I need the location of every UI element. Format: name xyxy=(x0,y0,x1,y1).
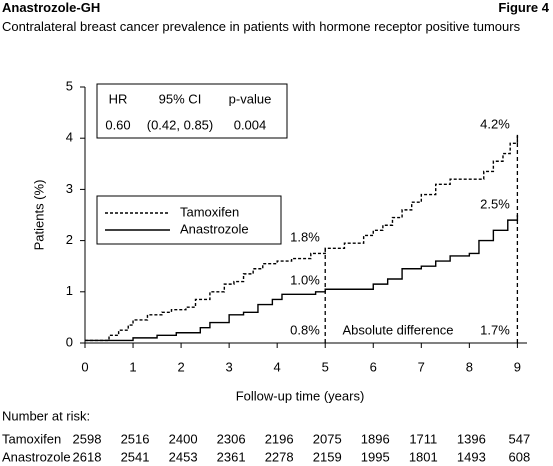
series-line xyxy=(85,133,519,342)
risk-value: 2075 xyxy=(313,431,342,446)
x-axis-label: Follow-up time (years) xyxy=(236,388,365,403)
series-line xyxy=(85,215,519,342)
risk-value: 1493 xyxy=(457,449,486,464)
annotation: 1.8% xyxy=(290,229,320,244)
risk-value: 547 xyxy=(509,431,531,446)
x-tick-label: 3 xyxy=(226,359,233,374)
y-tick-label: 0 xyxy=(66,334,73,349)
stats-value: 0.60 xyxy=(105,117,130,132)
risk-value: 2453 xyxy=(169,449,198,464)
x-tick-label: 1 xyxy=(129,359,136,374)
risk-value: 608 xyxy=(509,449,531,464)
risk-value: 1801 xyxy=(409,449,438,464)
risk-row-name: Tamoxifen xyxy=(2,431,61,446)
risk-value: 2618 xyxy=(73,449,102,464)
risk-row-name: Anastrozole xyxy=(2,449,71,464)
risk-value: 2159 xyxy=(313,449,342,464)
x-tick-label: 9 xyxy=(514,359,521,374)
risk-value: 2196 xyxy=(265,431,294,446)
annotation: 4.2% xyxy=(480,116,510,131)
risk-value: 1995 xyxy=(361,449,390,464)
y-tick-label: 1 xyxy=(66,283,73,298)
x-tick-label: 4 xyxy=(274,359,281,374)
x-tick-label: 6 xyxy=(370,359,377,374)
header-left: Anastrozole-GH xyxy=(2,0,101,15)
legend-label: Anastrozole xyxy=(180,221,249,236)
risk-value: 2598 xyxy=(73,431,102,446)
y-tick-label: 3 xyxy=(66,181,73,196)
risk-value: 2541 xyxy=(121,449,150,464)
risk-value: 1711 xyxy=(409,431,437,446)
stats-value: (0.42, 0.85) xyxy=(147,117,214,132)
y-tick-label: 2 xyxy=(66,232,73,247)
risk-value: 1396 xyxy=(457,431,486,446)
annotation: 1.7% xyxy=(480,322,510,337)
y-tick-label: 4 xyxy=(66,130,73,145)
risk-value: 2516 xyxy=(121,431,150,446)
y-axis-label: Patients (%) xyxy=(31,180,46,251)
chart-title: Contralateral breast cancer prevalence i… xyxy=(2,19,521,34)
y-tick-label: 5 xyxy=(66,78,73,93)
x-tick-label: 2 xyxy=(177,359,184,374)
risk-value: 1896 xyxy=(361,431,390,446)
risk-value: 2361 xyxy=(217,449,246,464)
stats-header: HR xyxy=(109,91,128,106)
annotation: 0.8% xyxy=(290,322,320,337)
risk-value: 2400 xyxy=(169,431,198,446)
stats-value: 0.004 xyxy=(234,117,267,132)
risk-value: 2306 xyxy=(217,431,246,446)
risk-title: Number at risk: xyxy=(2,408,90,423)
legend-box xyxy=(96,195,282,245)
header-right: Figure 4 xyxy=(498,0,549,15)
stats-box xyxy=(96,83,288,139)
stats-header: p-value xyxy=(229,91,272,106)
annotation: 2.5% xyxy=(480,196,510,211)
risk-value: 2278 xyxy=(265,449,294,464)
x-tick-label: 0 xyxy=(81,359,88,374)
x-tick-label: 7 xyxy=(418,359,425,374)
stats-header: 95% CI xyxy=(159,91,202,106)
x-tick-label: 5 xyxy=(322,359,329,374)
legend-label: Tamoxifen xyxy=(180,204,239,219)
annotation: Absolute difference xyxy=(342,322,453,337)
x-tick-label: 8 xyxy=(466,359,473,374)
annotation: 1.0% xyxy=(290,272,320,287)
